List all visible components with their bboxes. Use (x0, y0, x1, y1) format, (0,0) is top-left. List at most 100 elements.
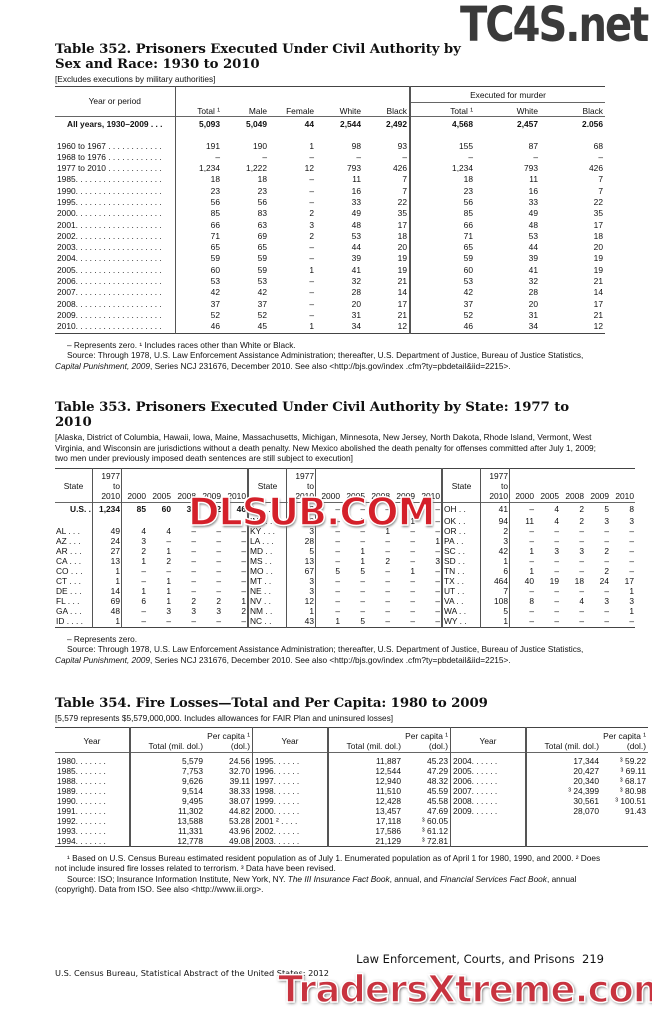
table-cell: 7 (363, 185, 411, 197)
table-353-title: Table 353. Prisoners Executed Under Civi… (55, 400, 570, 430)
row-label: 1985. . . . . . . (55, 765, 131, 776)
table-cell: – (604, 535, 609, 546)
table-cell: 49.08 (205, 835, 253, 846)
table-cell: – (216, 545, 221, 556)
table-cell: – (222, 535, 249, 546)
source-text: , Series NCJ 231676, December 2010. See … (150, 654, 511, 665)
table-cell: 22 (593, 196, 603, 207)
column-header: Year (450, 727, 527, 752)
state-label: PA . . (442, 535, 481, 546)
table-352-footnotes: – Represents zero. ¹ Includes races othe… (55, 340, 605, 372)
table-cell: – (629, 535, 634, 546)
table-cell: 6 (480, 565, 510, 577)
table-cell: 39.11 (205, 775, 253, 786)
table-cell: 1 (480, 555, 510, 566)
table-cell: 65 (463, 242, 473, 253)
table-cell: 5 (335, 565, 340, 576)
source-text: Source: Through 1978, U.S. Law Enforceme… (67, 350, 584, 361)
table-cell: 16 (351, 185, 361, 196)
table-cell: 5 (480, 606, 510, 617)
table-cell: – (579, 586, 584, 597)
table-cell: 59 (463, 253, 473, 264)
table-352-title: Table 352. Prisoners Executed Under Civi… (55, 42, 461, 72)
row-label: 2010. . . . . . . . . . . . . . . . . . … (55, 321, 176, 334)
table-cell: – (216, 586, 221, 597)
table-cell: 3 (554, 545, 559, 556)
table-cell: – (309, 242, 314, 253)
table-cell: – (554, 535, 559, 546)
table-cell: 6 (141, 596, 146, 607)
state-label: OR . . (442, 525, 481, 536)
table-cell: 68 (593, 140, 603, 151)
table-row: 2006. . . . . . . . . . . . . . . . . . … (55, 276, 605, 288)
table-cell: 1 (222, 596, 249, 607)
table-cell: 21,129 (375, 835, 401, 846)
table-cell: ³ 100.51 (615, 795, 646, 806)
row-label: 2001. . . . . . . . . . . . . . . . . . … (55, 219, 176, 231)
table-354-section: Table 354. Fire Losses—Total and Per Cap… (55, 696, 648, 895)
table-354-note: [5,579 represents $5,579,000,000. Includ… (55, 713, 394, 723)
table-cell: 60 (161, 503, 171, 514)
column-header: 2009 (396, 490, 415, 501)
table-row: 2009. . . . . . . . . . . . . . . . . . … (55, 309, 605, 322)
column-header: 2009 (590, 490, 609, 501)
table-cell: 8 (629, 503, 634, 514)
table-row: IN . . . 20–5–1– OK . . 94 11 4 2 3 3 (55, 515, 635, 526)
table-cell: 1 (410, 565, 415, 576)
table-cell: 9,495 (182, 795, 203, 806)
table-cell: 5,049 (246, 118, 267, 129)
table-row: 1985. . . . . . . . . . . . . . . . . . … (55, 174, 605, 186)
table-cell: 7 (363, 174, 411, 186)
table-cell: All years, 1930–2009 . . . (55, 116, 176, 141)
table-cell: 53 (210, 276, 220, 287)
row-label: 2009. . . . . . (450, 805, 527, 816)
table-cell: ³ 60.05 (403, 815, 451, 826)
table-cell: 1 (529, 565, 534, 576)
table-cell: – (410, 596, 415, 607)
table-cell: – (309, 174, 314, 185)
table-cell: 23 (257, 185, 267, 196)
table-cell: 42 (463, 287, 473, 298)
state-label: VA . . (442, 596, 481, 607)
column-header: 2010 (615, 490, 634, 501)
table-cell: 85 (210, 208, 220, 219)
row-label: 2000. . . . . . (252, 805, 329, 816)
table-cell: 17,118 (376, 815, 401, 826)
table-cell: 2 (309, 230, 314, 241)
state-label: OK . . (442, 515, 481, 526)
row-label: 1995. . . . . . . . . . . . . . . . . . … (55, 196, 176, 209)
table-cell: – (579, 606, 584, 617)
table-cell: 5 (604, 503, 609, 514)
table-cell: 43 (286, 616, 316, 628)
table-cell: – (529, 503, 534, 514)
table-cell (526, 836, 601, 847)
table-cell: 1,234 (199, 163, 220, 174)
table-cell: – (222, 586, 249, 597)
table-cell: 87 (528, 140, 538, 151)
table-cell: 40 (524, 576, 534, 587)
row-label: 1991. . . . . . . (55, 805, 131, 816)
table-cell (172, 516, 197, 526)
table-cell: 37 (463, 298, 473, 309)
table-cell: – (360, 503, 365, 514)
row-label: 2001 ² . . . . (252, 815, 329, 826)
table-353-section: Table 353. Prisoners Executed Under Civi… (55, 400, 635, 665)
state-label: ID . . . . (55, 616, 93, 628)
table-cell: 45.23 (403, 752, 451, 766)
state-label: CT . . . (55, 576, 93, 587)
source-text: Source: Through 1978, U.S. Law Enforceme… (67, 644, 584, 655)
table-cell: – (216, 555, 221, 566)
table-cell: – (385, 616, 390, 627)
table-cell: – (262, 151, 267, 162)
table-cell: – (360, 606, 365, 617)
table-cell: – (216, 565, 221, 576)
table-cell: 59 (257, 253, 267, 264)
source-text: , annual, and (389, 873, 440, 884)
table-cell: 190 (253, 140, 267, 151)
table-cell: 21 (593, 309, 603, 320)
table-cell: – (335, 525, 340, 536)
table-cell: ³ 80.98 (619, 785, 646, 796)
table-cell: 41 (480, 502, 510, 516)
table-cell: 7 (480, 586, 510, 597)
row-label: 1985. . . . . . . . . . . . . . . . . . … (55, 174, 176, 186)
